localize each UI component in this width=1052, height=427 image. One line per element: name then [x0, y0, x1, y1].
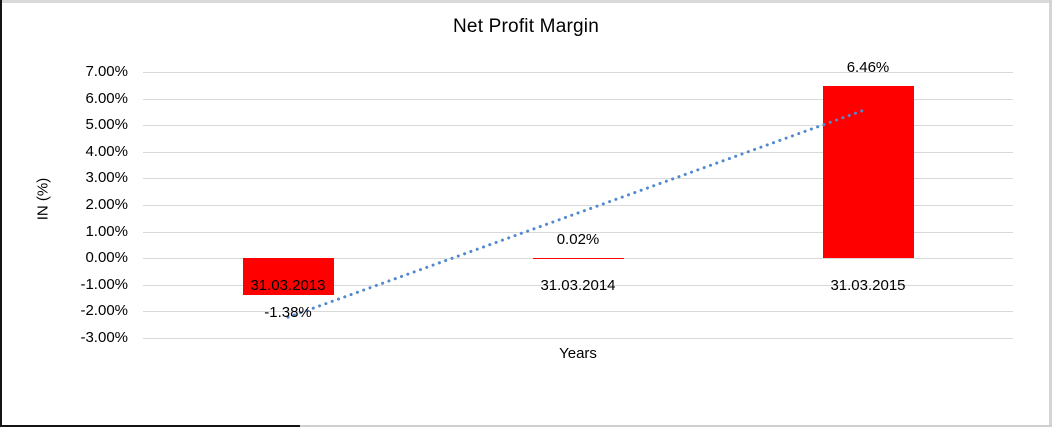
gridline: [143, 125, 1013, 127]
frame-border-right: [1049, 0, 1052, 427]
y-axis-tick-label: -3.00%: [80, 329, 128, 346]
gridline: [143, 151, 1013, 153]
y-axis-tick-label: 6.00%: [85, 89, 128, 107]
x-category-label: 31.03.2013: [250, 277, 326, 295]
frame-border-bottom-dark-segment: [0, 425, 300, 427]
bar: [242, 258, 334, 295]
y-axis-tick-label: 3.00%: [85, 169, 128, 187]
gridline: [143, 72, 1013, 73]
frame-border-bottom: [0, 425, 1052, 427]
y-axis-tick-label: -2.00%: [80, 302, 128, 320]
gridline: [143, 205, 1013, 206]
x-axis-title: Years: [559, 345, 597, 362]
gridline: [143, 338, 1013, 339]
y-axis-tick-label: 7.00%: [85, 63, 128, 80]
gridline: [143, 284, 1013, 286]
x-category-label: 31.03.2015: [830, 277, 906, 295]
y-axis-tick-label: 5.00%: [85, 116, 128, 134]
plot-area: 31.03.2013 31.03.2014 31.03.2015 -1.38% 0.0…: [143, 59, 1013, 339]
bar: [822, 86, 914, 259]
bar: [532, 257, 624, 259]
y-axis-tick-label: 2.00%: [85, 196, 128, 213]
bar-data-label: 6.46%: [846, 59, 890, 77]
gridline: [143, 178, 1013, 180]
trendline-dotted-line: [286, 107, 870, 319]
x-category-label: 31.03.2014: [540, 277, 616, 295]
frame-border-top: [0, 0, 1052, 3]
gridline: [143, 98, 1013, 100]
gridline: [143, 231, 1013, 233]
y-axis-tick-label: 1.00%: [85, 222, 128, 240]
gridline: [143, 311, 1013, 313]
chart-title: Net Profit Margin: [453, 16, 599, 37]
bar-data-label: 0.02%: [556, 230, 600, 248]
frame-border-left: [0, 0, 2, 427]
trendline: [286, 107, 870, 319]
bar-data-label: -1.38%: [264, 303, 312, 321]
y-axis-tick-label: -1.00%: [80, 275, 128, 293]
y-axis-tick-label: 4.00%: [85, 142, 128, 160]
gridline: [143, 258, 1013, 260]
y-axis-tick-label: 0.00%: [85, 249, 128, 267]
